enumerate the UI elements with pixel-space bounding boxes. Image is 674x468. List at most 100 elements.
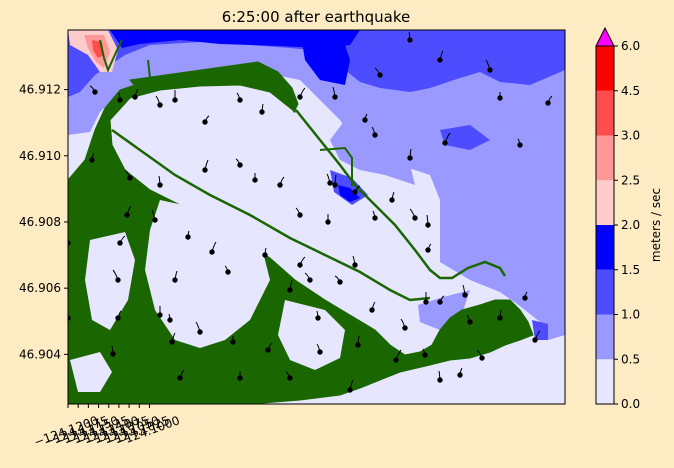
colorbar-segment — [596, 314, 614, 360]
drifter-marker — [372, 215, 378, 221]
drifter-marker — [152, 217, 158, 223]
drifter-marker — [517, 142, 523, 148]
drifter-marker — [422, 352, 428, 358]
channel-core-patch — [338, 185, 360, 202]
drifter-marker — [117, 240, 123, 246]
drifter-marker — [197, 329, 203, 335]
drifter-marker — [532, 337, 538, 343]
drifter-marker — [167, 317, 173, 323]
drifter-marker — [225, 269, 231, 275]
drifter-marker — [127, 175, 133, 181]
colorbar-segment — [596, 180, 614, 225]
y-tick-label: 46.912 — [19, 83, 61, 97]
drifter-marker — [115, 315, 121, 321]
colorbar-segment — [596, 46, 614, 91]
drifter-marker — [423, 299, 429, 305]
colorbar-tick-label: 2.5 — [621, 173, 640, 187]
inland-water-4 — [395, 368, 470, 404]
drifter-marker — [157, 312, 163, 318]
drifter-marker — [277, 182, 283, 188]
colorbar-tick-label: 2.0 — [621, 218, 640, 232]
outer-sea-fast-region — [68, 30, 565, 340]
breakwater-north — [147, 59, 151, 79]
colorbar-segment — [596, 90, 614, 136]
channel-jetty — [295, 109, 507, 280]
y-tick-label: 46.910 — [19, 149, 61, 163]
channel-jet-patch — [330, 170, 368, 205]
northeast-jet-patch — [300, 30, 350, 85]
drifter-marker — [259, 109, 265, 115]
drifter-marker — [237, 162, 243, 168]
colorbar-tick-label: 6.0 — [621, 39, 640, 53]
colorbar-tick-label: 0.0 — [621, 397, 640, 411]
colorbar: 0.0 0.5 1.0 1.5 2.0 2.5 3.0 4.5 6.0 — [595, 26, 640, 411]
drifter-marker — [237, 97, 243, 103]
drifter-track — [68, 316, 69, 318]
drifter-marker — [402, 325, 408, 331]
y-axis: 46.904 46.906 46.908 46.910 46.912 — [19, 83, 68, 361]
drifter-marker — [337, 279, 343, 285]
drifter-marker — [317, 349, 323, 355]
high-speed-region — [68, 30, 565, 97]
drifter-marker — [352, 189, 358, 195]
colorbar-tick-label: 1.5 — [621, 263, 640, 277]
drifter-marker — [462, 292, 468, 298]
plot-frame — [67, 29, 566, 405]
drifter-marker — [362, 117, 368, 123]
drifter-marker — [332, 182, 338, 188]
jetty-line — [111, 128, 431, 302]
y-tick-label: 46.904 — [19, 347, 61, 361]
drifter-marker — [369, 307, 375, 313]
colorbar-segment — [596, 135, 614, 181]
chart-title: 6:25:00 after earthquake — [222, 8, 410, 26]
drifter-marker — [265, 347, 271, 353]
drifter-marker — [117, 97, 123, 103]
inland-water-1 — [145, 200, 270, 348]
drifter-marker — [124, 212, 130, 218]
y-tick-label: 46.908 — [19, 215, 61, 229]
drifter-marker — [89, 157, 95, 163]
drifter-marker — [157, 102, 163, 108]
inland-water-3 — [278, 300, 345, 370]
colorbar-segment — [596, 359, 614, 404]
drifter-marker — [202, 167, 208, 173]
colorbar-label: meters / sec — [649, 188, 663, 262]
drifter-marker — [425, 222, 431, 228]
drifter-marker — [202, 119, 208, 125]
drifter-marker — [352, 262, 358, 268]
drifter-marker — [545, 100, 551, 106]
very-fast-region — [110, 30, 360, 48]
drifter-marker — [110, 351, 116, 357]
drifter-marker — [287, 375, 293, 381]
drifter-marker — [287, 287, 293, 293]
drifter-marker — [467, 319, 473, 325]
drifter-marker — [252, 177, 258, 183]
drifter-marker — [497, 95, 503, 101]
x-axis: −124.1200−124.1175−124.1150−124.1125−124… — [32, 404, 182, 449]
drifter-marker — [92, 89, 98, 95]
drifter-marker — [325, 219, 331, 225]
drifter-marker — [115, 277, 121, 283]
colorbar-tick-label: 4.5 — [621, 84, 640, 98]
inland-water-5 — [70, 352, 112, 392]
drifter-marker — [487, 67, 493, 73]
channel-fast-region — [330, 120, 415, 185]
drifter-marker — [479, 355, 485, 361]
drifter-marker — [407, 155, 413, 161]
colorbar-tick-label: 3.0 — [621, 129, 640, 143]
east-fast-patch — [440, 125, 490, 150]
inland-water-6 — [120, 100, 170, 140]
drifter-marker — [425, 247, 431, 253]
drifter-marker — [169, 339, 175, 345]
colorbar-segment — [596, 269, 614, 315]
channel-branch — [319, 146, 353, 186]
colorbar-extend-arrow — [595, 26, 615, 47]
drifter-marker — [297, 212, 303, 218]
drifter-marker — [327, 180, 333, 186]
drifter-marker — [185, 234, 191, 240]
drifter-marker — [172, 277, 178, 283]
drifter-marker — [393, 357, 399, 363]
colorbar-tick-label: 1.0 — [621, 308, 640, 322]
